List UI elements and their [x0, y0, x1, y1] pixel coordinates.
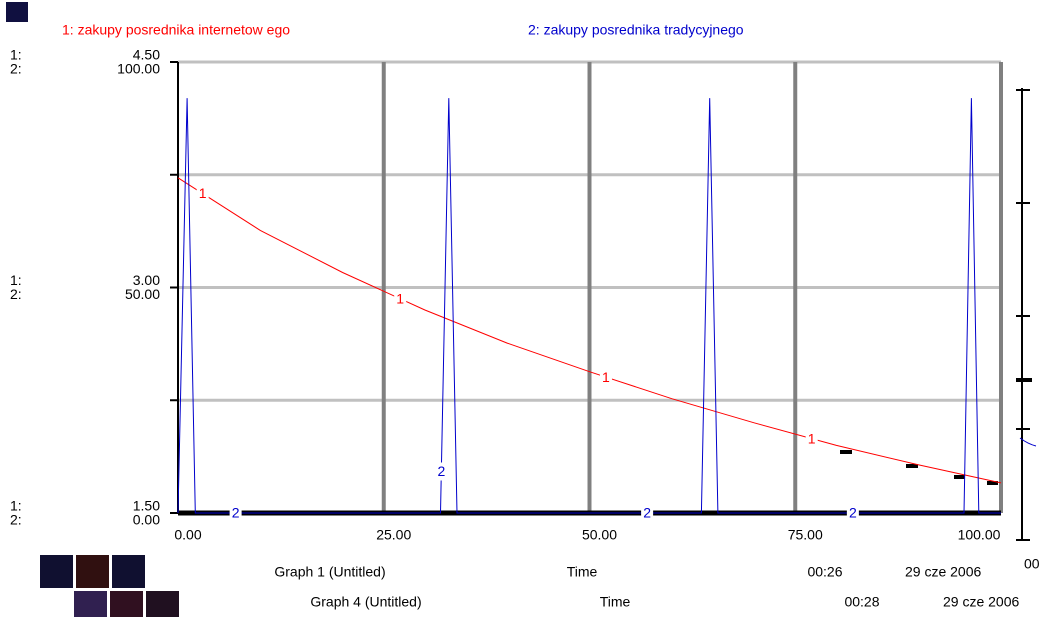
- series-marker: 2: [849, 505, 857, 521]
- series-marker: 1: [199, 185, 207, 201]
- y2-axis-prefix: 2:: [10, 286, 22, 302]
- series-marker-bg: [229, 504, 242, 522]
- thumbnails: [40, 555, 179, 617]
- series-marker-bg: [641, 504, 654, 522]
- footer-date: 29 cze 2006: [943, 594, 1019, 610]
- icon: [6, 2, 28, 22]
- series-marker: 2: [643, 505, 651, 521]
- footer-time: 00:26: [807, 564, 842, 580]
- footer-graph: Graph 4 (Untitled): [310, 594, 421, 610]
- series-marker: 2: [437, 463, 445, 479]
- series-marker-bg: [196, 184, 209, 203]
- footer-axis: Time: [600, 594, 631, 610]
- series-marker: 1: [808, 430, 816, 446]
- y-axis-prefix: 1:: [10, 47, 22, 63]
- x-tick-label: 50.00: [582, 527, 617, 543]
- y-axis-prefix: 1:: [10, 498, 22, 514]
- series-marker: 2: [232, 505, 240, 521]
- x-tick-label: 0.00: [174, 527, 201, 543]
- y2-axis-prefix: 2:: [10, 512, 22, 528]
- series-marker: 1: [396, 290, 404, 306]
- series-line: [177, 177, 1002, 484]
- x-tick-label: 100.00: [958, 527, 1001, 543]
- y-tick-label: 3.00: [133, 272, 160, 288]
- y2-tick-label: 50.00: [125, 286, 160, 302]
- y2-tick-label: 0.00: [133, 512, 160, 528]
- series-marker-bg: [599, 368, 612, 387]
- right-axis-fragment: [1016, 88, 1037, 541]
- y-axis-prefix: 1:: [10, 272, 22, 288]
- footer-axis: Time: [567, 564, 598, 580]
- series-marker: 1: [602, 369, 610, 385]
- y2-axis-prefix: 2:: [10, 61, 22, 77]
- y-tick-label: 4.50: [133, 47, 160, 63]
- x-tick-label: 75.00: [788, 527, 823, 543]
- series-marker-bg: [394, 289, 407, 308]
- footer-date: 29 cze 2006: [905, 564, 981, 580]
- y-tick-label: 1.50: [133, 498, 160, 514]
- footer-graph: Graph 1 (Untitled): [274, 564, 385, 580]
- footer-fragment: 00: [1024, 556, 1040, 572]
- x-tick-label: 25.00: [376, 527, 411, 543]
- series-marker-bg: [805, 429, 818, 448]
- dashes: [840, 450, 998, 485]
- footer-time: 00:28: [844, 594, 879, 610]
- legend-entry: 1: zakupy posrednika internetow ego: [62, 22, 290, 38]
- series-marker-bg: [846, 504, 859, 522]
- series-marker-bg: [435, 462, 448, 481]
- series-line: [177, 98, 1001, 514]
- legend-entry: 2: zakupy posrednika tradycyjnego: [528, 22, 744, 38]
- y2-tick-label: 100.00: [117, 61, 160, 77]
